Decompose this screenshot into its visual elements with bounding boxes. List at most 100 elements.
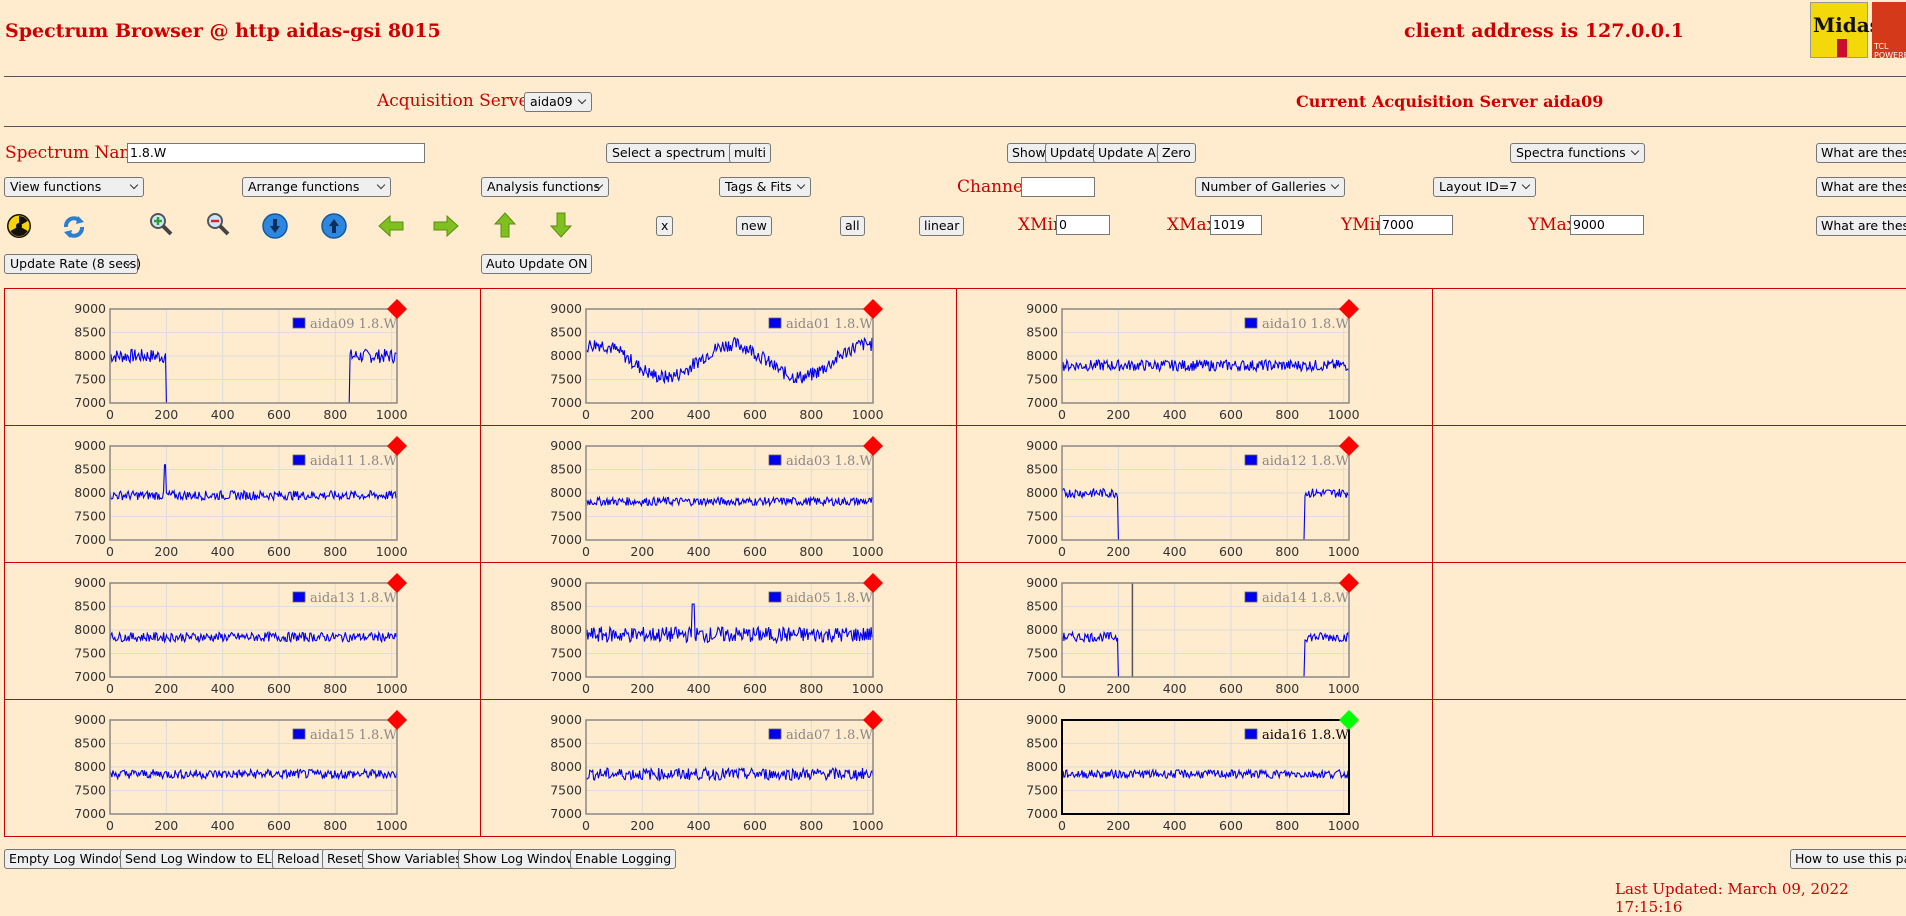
- all-button[interactable]: all: [840, 216, 865, 236]
- x-tick-label: 400: [211, 407, 235, 422]
- layout-id-select[interactable]: Layout ID=7: [1433, 177, 1537, 197]
- new-button[interactable]: new: [736, 216, 772, 236]
- arrow-down-icon[interactable]: [549, 211, 573, 239]
- reset-button[interactable]: Reset: [322, 849, 367, 869]
- legend-label: aida13 1.8.W: [310, 591, 397, 606]
- radiation-icon[interactable]: [6, 213, 32, 239]
- spectrum-cell[interactable]: 9000 8500 8000 7500 7000 0 200 400 600 800 1000 aid…: [480, 699, 957, 837]
- xmin-input[interactable]: 0: [1056, 215, 1110, 235]
- update-all-button[interactable]: Update All: [1093, 143, 1168, 163]
- y-tick-label: 8000: [74, 348, 106, 363]
- empty-spectrum-cell[interactable]: [1432, 562, 1906, 700]
- multi-button[interactable]: multi: [729, 143, 771, 163]
- acquisition-server-select[interactable]: aida09: [524, 92, 592, 112]
- spectrum-cell[interactable]: 9000 8500 8000 7500 7000 0 200 400 600 800 1000 aid…: [956, 425, 1433, 563]
- arrow-up-icon[interactable]: [493, 211, 517, 239]
- y-tick-label: 8000: [1026, 759, 1058, 774]
- spectrum-cell[interactable]: 9000 8500 8000 7500 7000 0 200 400 600 800 1000 aid…: [956, 288, 1433, 426]
- x-tick-label: 1000: [852, 407, 884, 422]
- empty-spectrum-cell[interactable]: [1432, 699, 1906, 837]
- x-button[interactable]: x: [656, 216, 674, 236]
- x-tick-label: 200: [154, 681, 178, 696]
- x-tick-label: 200: [154, 544, 178, 559]
- spectrum-cell[interactable]: 9000 8500 8000 7500 7000 0 200 400 600 800 1000 aid…: [4, 699, 481, 837]
- arrange-functions-select[interactable]: Arrange functions: [242, 177, 391, 197]
- scroll-down-circle-icon[interactable]: [262, 213, 288, 239]
- spectra-functions-select[interactable]: Spectra functions: [1510, 143, 1645, 163]
- reload-button[interactable]: Reload: [272, 849, 325, 869]
- spectrum-cell[interactable]: 9000 8500 8000 7500 7000 0 200 400 600 800 1000 aid…: [480, 425, 957, 563]
- zoom-out-icon[interactable]: [204, 210, 232, 238]
- empty-spectrum-cell[interactable]: [1432, 288, 1906, 426]
- channel-input[interactable]: [1021, 177, 1095, 197]
- arrow-left-icon[interactable]: [377, 214, 405, 238]
- update-rate-select[interactable]: Update Rate (8 secs): [4, 254, 141, 274]
- update-button[interactable]: Update: [1045, 143, 1101, 163]
- xmax-input[interactable]: 1019: [1210, 215, 1262, 235]
- show-variables-button[interactable]: Show Variables: [362, 849, 467, 869]
- what-are-these-button-1[interactable]: What are these?: [1816, 143, 1906, 163]
- x-tick-label: 600: [1219, 818, 1243, 833]
- y-tick-label: 8000: [74, 622, 106, 637]
- y-tick-label: 7000: [550, 669, 582, 684]
- spectrum-cell[interactable]: 9000 8500 8000 7500 7000 0 200 400 600 800 1000 aid…: [4, 562, 481, 700]
- arrow-right-icon[interactable]: [432, 214, 460, 238]
- enable-logging-button[interactable]: Enable Logging: [570, 849, 677, 869]
- ymin-input[interactable]: 7000: [1379, 215, 1453, 235]
- how-to-use-button[interactable]: How to use this page: [1790, 849, 1906, 869]
- legend-swatch: [1244, 591, 1258, 603]
- linear-button[interactable]: linear: [919, 216, 965, 236]
- x-tick-label: 600: [1219, 407, 1243, 422]
- what-are-these-button-2[interactable]: What are these?: [1816, 177, 1906, 197]
- x-tick-label: 200: [630, 681, 654, 696]
- spectrum-cell[interactable]: 9000 8500 8000 7500 7000 0 200 400 600 800 1000 aid…: [480, 288, 957, 426]
- y-tick-label: 9000: [74, 301, 106, 316]
- show-button[interactable]: Show: [1007, 143, 1051, 163]
- ymax-input[interactable]: 9000: [1570, 215, 1644, 235]
- y-tick-label: 7500: [1026, 372, 1058, 387]
- select-spectrum-select[interactable]: Select a spectrum: [606, 143, 745, 163]
- scroll-up-circle-icon[interactable]: [321, 213, 347, 239]
- spectrum-cell[interactable]: 9000 8500 8000 7500 7000 0 200 400 600 800 1000 aid…: [956, 699, 1433, 837]
- y-tick-label: 7500: [1026, 783, 1058, 798]
- y-tick-label: 8500: [74, 599, 106, 614]
- what-are-these-button-3[interactable]: What are these?: [1816, 216, 1906, 236]
- empty-log-window-button[interactable]: Empty Log Window: [4, 849, 134, 869]
- analysis-functions-select[interactable]: Analysis functions: [481, 177, 609, 197]
- legend-swatch: [292, 728, 306, 740]
- y-tick-label: 7000: [1026, 806, 1058, 821]
- show-log-window-button[interactable]: Show Log Window: [458, 849, 582, 869]
- number-of-galleries-select[interactable]: Number of Galleries: [1195, 177, 1346, 197]
- refresh-icon[interactable]: [60, 213, 88, 241]
- spectrum-cell[interactable]: 9000 8500 8000 7500 7000 0 200 400 600 800 1000 aid…: [4, 425, 481, 563]
- plot-frame: [585, 719, 874, 815]
- zero-button[interactable]: Zero: [1157, 143, 1196, 163]
- spectrum-cell[interactable]: 9000 8500 8000 7500 7000 0 200 400 600 800 1000 aid…: [480, 562, 957, 700]
- page-title: Spectrum Browser @ http aidas-gsi 8015: [5, 20, 441, 42]
- send-log-to-elog-button[interactable]: Send Log Window to ELog: [120, 849, 292, 869]
- spectrum-name-input[interactable]: 1.8.W: [127, 143, 425, 163]
- legend-swatch: [1244, 728, 1258, 740]
- tags-fits-select[interactable]: Tags & Fits: [719, 177, 811, 197]
- spectrum-cell[interactable]: 9000 8500 8000 7500 7000 0 200 400 600 800 1000 aid…: [4, 288, 481, 426]
- empty-spectrum-cell[interactable]: [1432, 425, 1906, 563]
- y-tick-label: 9000: [74, 575, 106, 590]
- x-tick-label: 800: [799, 818, 823, 833]
- zoom-in-icon[interactable]: [147, 210, 175, 238]
- y-tick-label: 7500: [550, 783, 582, 798]
- auto-update-button[interactable]: Auto Update ON: [481, 254, 593, 274]
- view-functions-select[interactable]: View functions: [4, 177, 144, 197]
- spectrum-cell[interactable]: 9000 8500 8000 7500 7000 0 200 400 600 800 1000 aid…: [956, 562, 1433, 700]
